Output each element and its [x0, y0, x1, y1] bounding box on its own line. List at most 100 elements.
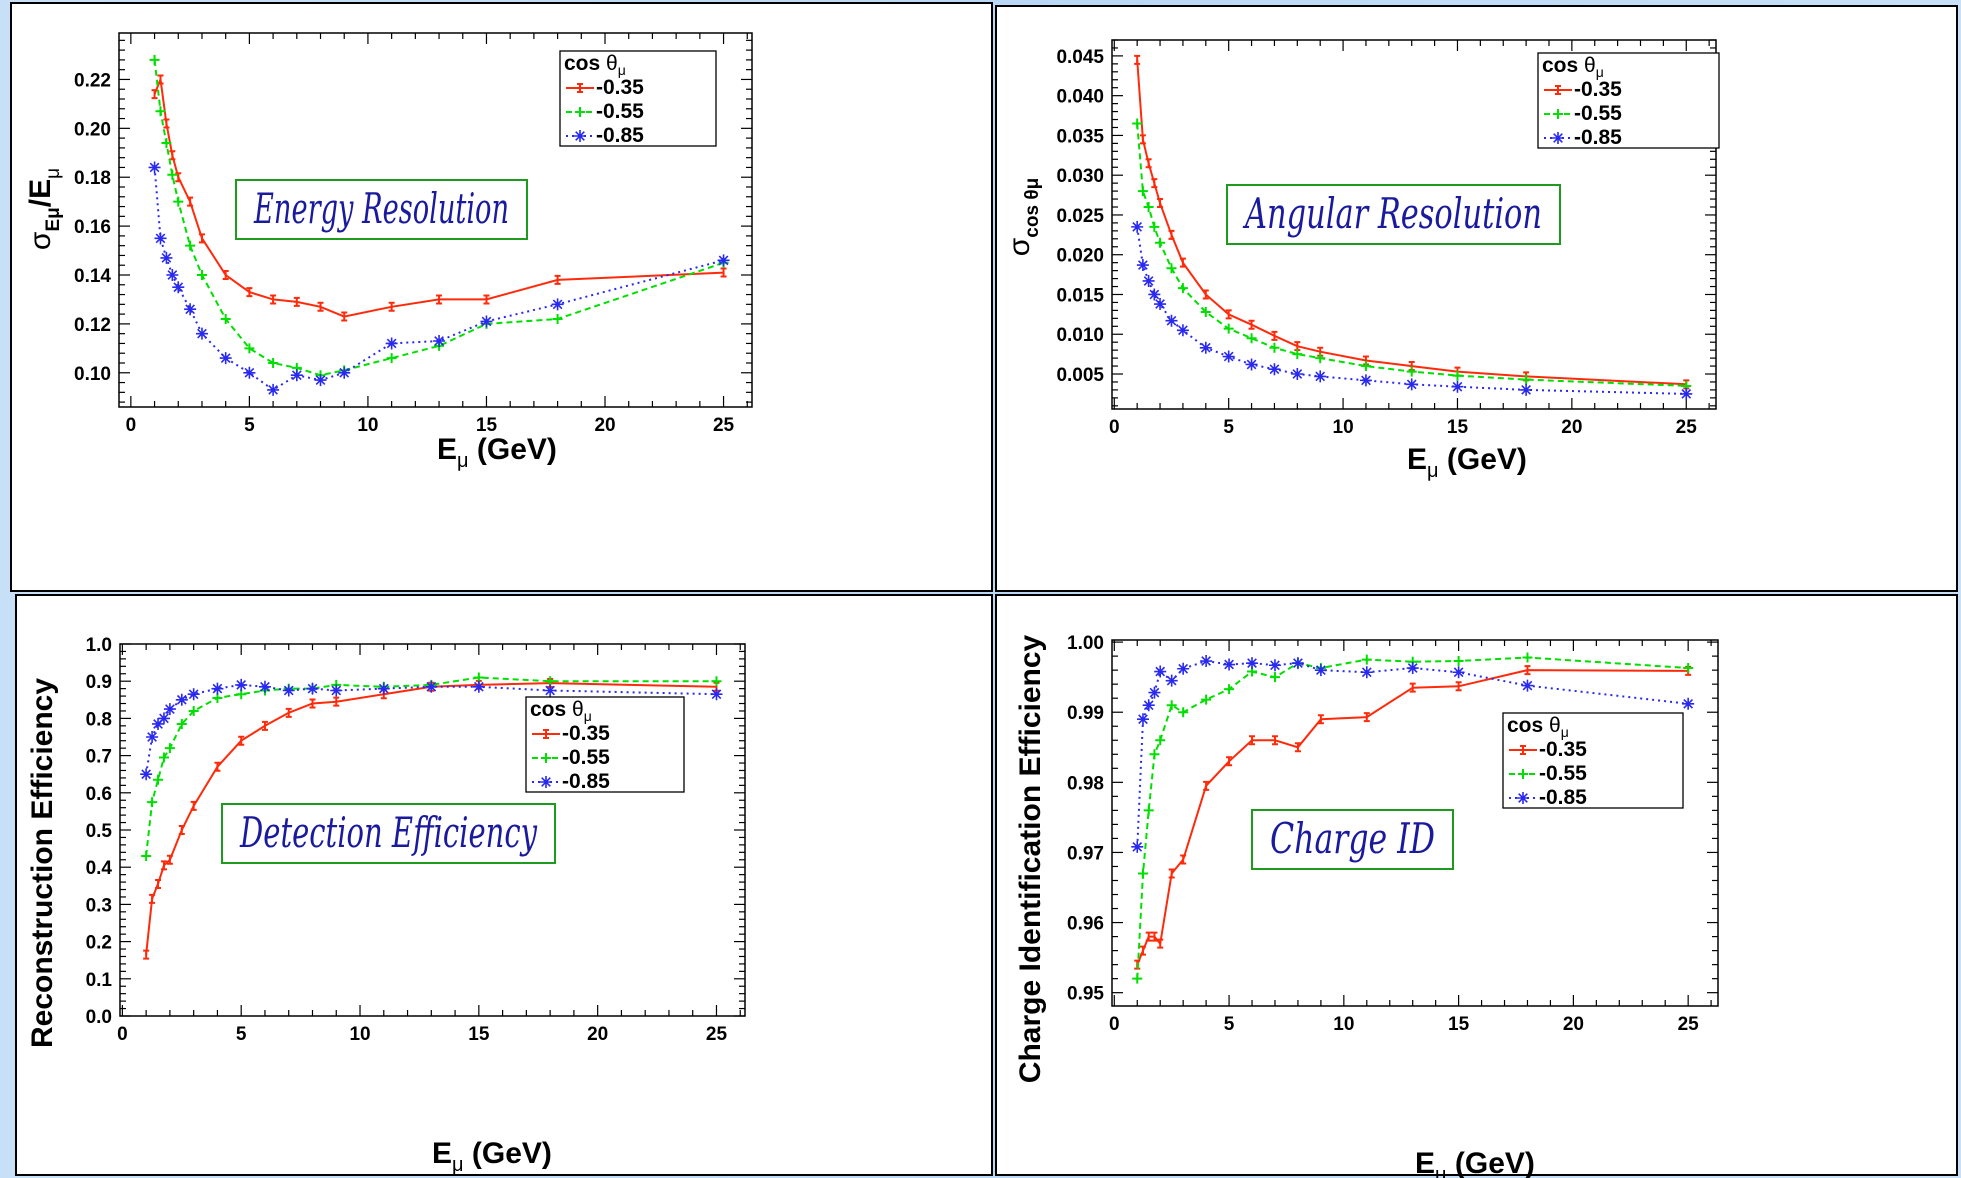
- point--0.85-8: [1223, 658, 1236, 671]
- point--0.85-0: [1131, 840, 1144, 853]
- point--0.85-10: [1268, 659, 1281, 672]
- point--0.85-2: [1142, 699, 1155, 712]
- point--0.35-3: [160, 860, 167, 871]
- series-line--0.55: [145, 676, 717, 857]
- point--0.35-7: [214, 761, 221, 772]
- x-tick-label: 10: [1333, 1014, 1354, 1035]
- detection-efficiency-panel: 0 5 10 15 20 25 0.0 0.1 0.2 0.3 0.4 0.5 0.6 0.7 0.8 0.9…: [15, 594, 993, 1176]
- y-tick-label: 0.4: [86, 858, 113, 879]
- point--0.85-3: [166, 269, 179, 281]
- point--0.55-5: [176, 718, 187, 729]
- point--0.55-6: [196, 270, 207, 280]
- point--0.85-2: [1142, 274, 1155, 287]
- point--0.55-0: [1132, 118, 1143, 129]
- x-tick-label: 0: [1109, 417, 1120, 438]
- point-legend--0.35-0: [577, 83, 583, 93]
- legend-entry--0.55: -0.55: [562, 746, 610, 769]
- plot-frame: [1111, 39, 1717, 410]
- energy-resolution-chart: 0 5 10 15 20 25 0.10 0.12 0.14 0.16 0.18 0.20 0.22 Eμ…: [24, 32, 753, 472]
- point--0.35-8: [1226, 756, 1233, 767]
- point--0.85-15: [1451, 380, 1464, 393]
- legend-title: cos θμ: [530, 698, 592, 724]
- point--0.35-2: [1145, 931, 1152, 942]
- point--0.85-12: [338, 366, 351, 379]
- point--0.35-2: [155, 878, 162, 889]
- x-axis: 0 5 10 15 20 25: [126, 33, 748, 436]
- annotation-box: Detection Efficiency: [221, 803, 556, 864]
- legend-entry--0.85: -0.85: [1539, 786, 1587, 809]
- point--0.35-10: [1271, 735, 1278, 746]
- annotation-frame: [221, 803, 556, 864]
- point--0.85-9: [258, 680, 271, 693]
- x-tick-label: 0: [1109, 1014, 1120, 1035]
- x-tick-label: 25: [1678, 1014, 1700, 1035]
- point--0.85-11: [1291, 657, 1304, 670]
- charge-id-panel: 0 5 10 15 20 25 0.95 0.96 0.97 0.98 0.99 1.00 Eμ (Ge…: [995, 594, 1958, 1178]
- point--0.55-1: [1137, 186, 1148, 197]
- point--0.85-0: [140, 768, 153, 781]
- y-tick-label: 1.00: [1067, 633, 1104, 654]
- point--0.35-12: [341, 311, 348, 322]
- point--0.85-11: [306, 682, 319, 695]
- y-tick-label: 0.045: [1056, 47, 1104, 68]
- legend: cos θμ-0.35-0.55-0.85: [525, 696, 685, 793]
- series--0.85: [1131, 220, 1693, 400]
- y-tick-label: 0.0: [86, 1007, 112, 1028]
- point--0.55-3: [1149, 749, 1160, 760]
- y-tick-label: 0.12: [74, 315, 111, 336]
- y-tick-label: 0.16: [74, 217, 111, 238]
- x-axis: 0 5 10 15 20 25: [1109, 40, 1710, 438]
- point--0.35-4: [1157, 198, 1164, 209]
- x-tick-label: 5: [244, 415, 255, 436]
- point--0.35-8: [1225, 309, 1232, 320]
- y-tick-label: 0.98: [1067, 773, 1104, 794]
- charge-id-chart: 0 5 10 15 20 25 0.95 0.96 0.97 0.98 0.99 1.00 Eμ (Ge…: [1014, 633, 1719, 1178]
- point--0.85-5: [1165, 314, 1178, 327]
- point--0.55-2: [1143, 805, 1154, 816]
- point--0.85-5: [1165, 674, 1178, 687]
- point-legend--0.85-0: [540, 776, 552, 788]
- point--0.55-7: [1200, 306, 1211, 317]
- point--0.85-3: [1148, 288, 1161, 301]
- point--0.55-3: [158, 752, 169, 763]
- point--0.55-13: [1360, 361, 1371, 372]
- point--0.85-4: [172, 281, 185, 294]
- point--0.85-9: [1245, 358, 1258, 371]
- point--0.85-16: [1520, 383, 1533, 396]
- legend-entry--0.85: -0.85: [1574, 126, 1622, 149]
- y-tick-label: 0.9: [86, 672, 112, 693]
- x-tick-label: 20: [1563, 1014, 1584, 1035]
- point--0.85-16: [551, 298, 564, 311]
- point--0.55-6: [188, 705, 199, 716]
- point--0.85-6: [1177, 662, 1190, 675]
- point--0.85-14: [1405, 378, 1418, 391]
- y-tick-label: 0.6: [86, 784, 112, 805]
- point--0.55-8: [1223, 323, 1234, 334]
- point--0.35-3: [1151, 178, 1158, 189]
- annotation-frame: [1226, 184, 1561, 245]
- point--0.55-8: [244, 343, 255, 354]
- point--0.85-13: [385, 337, 398, 350]
- series--0.55: [1132, 118, 1692, 391]
- point--0.35-14: [436, 294, 443, 305]
- y-tick-label: 0.1: [86, 970, 113, 991]
- point--0.55-15: [1453, 656, 1464, 667]
- plot-frame: [118, 32, 753, 408]
- point--0.35-9: [1248, 319, 1255, 330]
- point--0.35-1: [1139, 134, 1146, 145]
- point--0.35-3: [169, 150, 176, 161]
- point--0.55-2: [153, 774, 164, 785]
- point--0.35-10: [1271, 330, 1278, 341]
- point--0.55-5: [1166, 263, 1177, 274]
- annotation-box: Energy Resolution: [235, 179, 528, 240]
- annotation-label: Angular Resolution: [1242, 189, 1542, 238]
- x-axis-title: Eμ (GeV): [1407, 443, 1527, 482]
- point--0.55-17: [1683, 663, 1694, 674]
- legend-title: cos θμ: [564, 52, 626, 78]
- point--0.85-7: [219, 352, 232, 365]
- y-tick-label: 0.030: [1056, 166, 1104, 187]
- point--0.85-3: [1148, 686, 1161, 699]
- point--0.35-7: [1203, 780, 1210, 791]
- point--0.35-16: [554, 274, 561, 285]
